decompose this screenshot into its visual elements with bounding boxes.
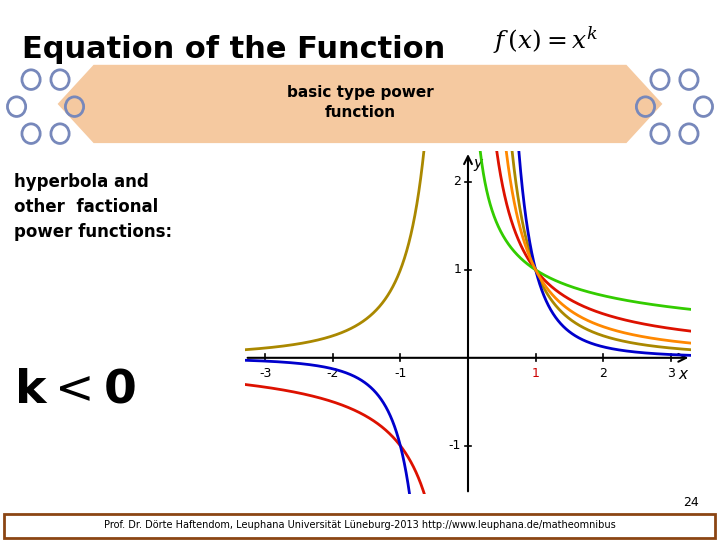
Text: -2: -2 — [327, 367, 339, 380]
Text: -1: -1 — [394, 367, 407, 380]
Text: -1: -1 — [449, 439, 462, 452]
Text: y: y — [474, 156, 482, 171]
Text: 1: 1 — [531, 367, 539, 380]
Text: x: x — [679, 367, 688, 382]
Text: 3: 3 — [667, 367, 675, 380]
Text: 1: 1 — [454, 264, 462, 276]
Text: 2: 2 — [454, 176, 462, 188]
Polygon shape — [58, 65, 662, 143]
Text: 24: 24 — [683, 496, 698, 509]
Text: basic type power
function: basic type power function — [287, 85, 433, 120]
Text: $f\,(x)=x^k$: $f\,(x)=x^k$ — [493, 24, 599, 56]
Text: Prof. Dr. Dörte Haftendom, Leuphana Universität Lüneburg-2013 http://www.leuphan: Prof. Dr. Dörte Haftendom, Leuphana Univ… — [104, 521, 616, 530]
Text: 2: 2 — [599, 367, 607, 380]
Text: hyperbola and
other  factional
power functions:: hyperbola and other factional power func… — [14, 173, 173, 241]
Text: $\mathbf{k}<\mathbf{0}$: $\mathbf{k}<\mathbf{0}$ — [14, 367, 137, 412]
Text: -3: -3 — [259, 367, 271, 380]
Text: Equation of the Function: Equation of the Function — [22, 35, 445, 64]
